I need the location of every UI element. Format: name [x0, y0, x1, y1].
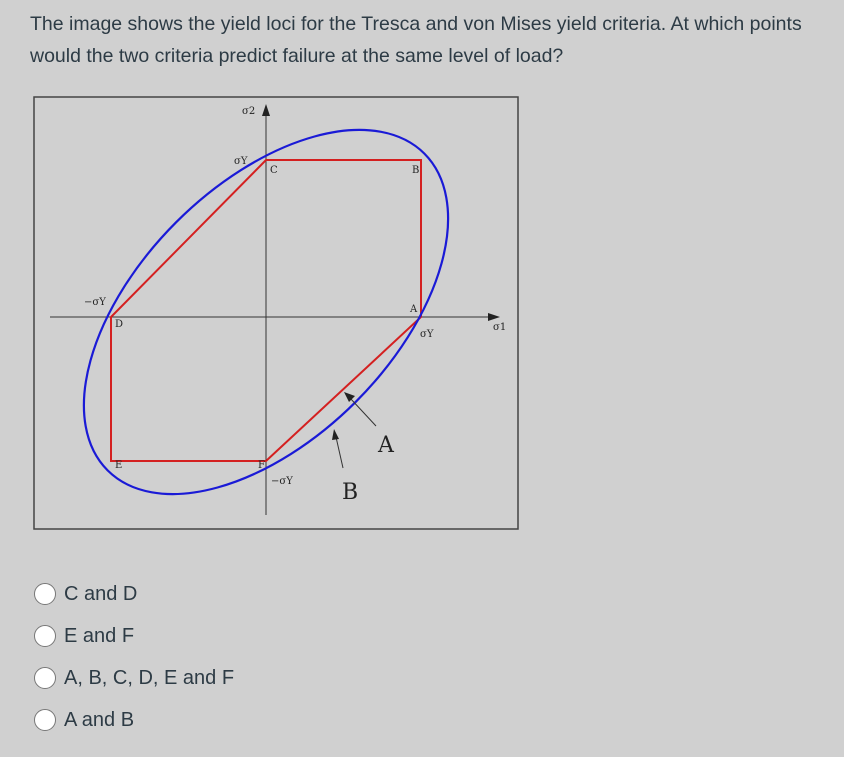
figure-label: σ1 — [493, 322, 506, 333]
arrow-head — [344, 392, 355, 402]
option-text: E and F — [64, 624, 135, 647]
figure-label: σY — [234, 156, 248, 167]
option[interactable]: E and F — [34, 623, 134, 649]
von-mises-ellipse — [82, 128, 450, 496]
axis-arrow — [488, 313, 500, 321]
option-text: A and B — [64, 708, 135, 731]
figure-label: F — [258, 460, 265, 471]
tresca-hexagon — [110, 159, 422, 462]
figure-label: −σY — [84, 297, 106, 308]
figure-label: B — [342, 480, 358, 505]
option[interactable]: C and D — [34, 581, 137, 607]
option[interactable]: A, B, C, D, E and F — [34, 665, 234, 691]
radio-button[interactable] — [34, 625, 56, 647]
option-text: A, B, C, D, E and F — [64, 666, 235, 689]
radio-button[interactable] — [34, 667, 56, 689]
question: The image shows the yield loci for the T… — [30, 13, 802, 67]
option-text: C and D — [64, 582, 138, 605]
pointer-arrow — [349, 397, 377, 427]
arrow-head — [332, 429, 339, 440]
option[interactable]: A and B — [34, 707, 134, 733]
figure-label: E — [115, 460, 122, 471]
radio-button[interactable] — [34, 583, 56, 605]
radio-button[interactable] — [34, 709, 56, 731]
figure-label: B — [412, 165, 419, 176]
figure-label: −σY — [271, 476, 293, 487]
figure-label: A — [409, 304, 418, 315]
figure-label: σ2 — [242, 106, 255, 117]
figure-frame — [33, 96, 519, 530]
axis-arrow — [262, 104, 270, 116]
figure-label: σY — [420, 329, 434, 340]
figure-label: C — [270, 165, 278, 176]
figure-label: A — [377, 433, 395, 458]
figure-label: D — [115, 319, 123, 330]
pointer-arrow — [335, 436, 344, 469]
